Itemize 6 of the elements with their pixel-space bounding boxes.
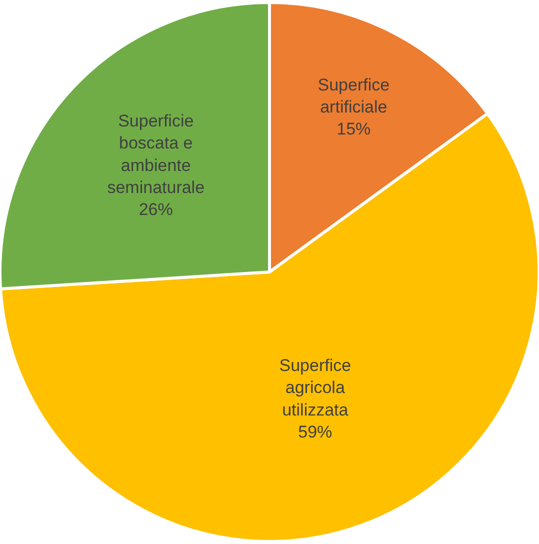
data-label: 59% bbox=[298, 422, 332, 442]
data-label: 26% bbox=[138, 200, 173, 219]
slice-label: Superfice artificiale bbox=[318, 75, 390, 116]
slice-label: Superficie boscata e ambiente seminaturale bbox=[107, 112, 205, 197]
slice-label: Superfice agricola utilizzata bbox=[279, 356, 352, 420]
data-label: 15% bbox=[336, 119, 371, 138]
